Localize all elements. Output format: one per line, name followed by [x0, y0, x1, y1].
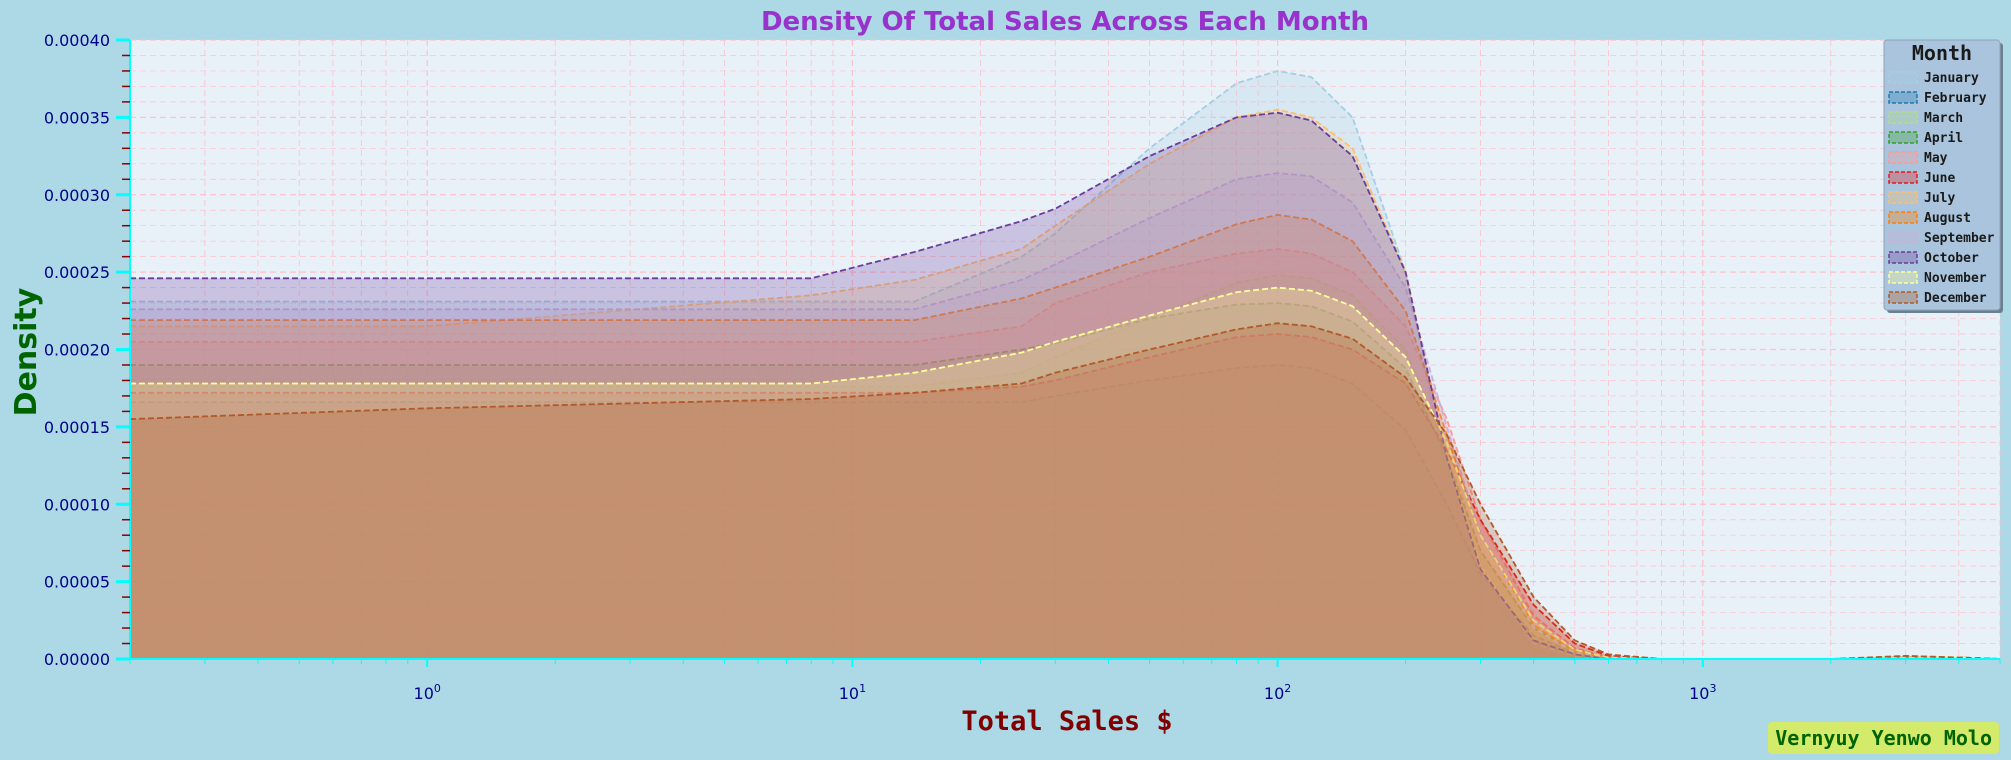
- density-line-november: [130, 286, 2000, 659]
- y-tick-label: 0.00000: [44, 650, 110, 669]
- y-tick-label: 0.00020: [44, 341, 110, 360]
- legend-label-july: July: [1924, 191, 1955, 206]
- legend-swatch-may: [1888, 151, 1918, 164]
- density-area-june: [130, 334, 2000, 659]
- density-area-april: [130, 303, 2000, 659]
- legend-label-february: February: [1924, 91, 1987, 106]
- y-tick-label: 0.00025: [44, 263, 110, 282]
- legend-swatch-december: [1888, 291, 1918, 304]
- density-area-august: [130, 214, 2000, 659]
- chart-title: Density Of Total Sales Across Each Month: [761, 7, 1369, 37]
- density-areas: [130, 70, 2000, 659]
- density-area-october: [130, 112, 2000, 659]
- x-tick-label: 102: [1264, 682, 1291, 703]
- density-line-february: [130, 364, 2000, 659]
- density-area-february: [130, 365, 2000, 659]
- x-tick-label: 101: [839, 682, 866, 703]
- legend-label-december: December: [1924, 291, 1987, 306]
- legend-label-october: October: [1924, 251, 1979, 266]
- density-line-june: [130, 333, 2000, 659]
- y-tick-label: 0.00035: [44, 108, 110, 127]
- density-line-september: [130, 172, 2000, 659]
- density-area-july: [130, 109, 2000, 659]
- axes: 0.00000 0.00005 0.00010 0.00015 0.00020 0.000…: [44, 31, 2001, 703]
- density-area-november: [130, 287, 2000, 659]
- density-line-april: [130, 302, 2000, 659]
- density-area-september: [130, 173, 2000, 659]
- legend-swatch-july: [1888, 191, 1918, 204]
- density-line-october: [130, 111, 2000, 659]
- legend-swatch-march: [1888, 111, 1918, 124]
- y-tick-label: 0.00015: [44, 418, 110, 437]
- legend-title: Month: [1912, 41, 1972, 65]
- legend-swatch-november: [1888, 271, 1918, 284]
- legend-label-september: September: [1924, 231, 1995, 246]
- density-line-may: [130, 247, 2000, 659]
- legend-label-november: November: [1924, 271, 1987, 286]
- y-tick-label: 0.00030: [44, 186, 110, 205]
- x-tick-label: 103: [1689, 682, 1716, 703]
- density-line-march: [130, 274, 2000, 659]
- legend-label-august: August: [1924, 211, 1971, 226]
- legend-swatch-april: [1888, 131, 1918, 144]
- grid: [129, 39, 2001, 660]
- legend-label-january: January: [1924, 71, 1979, 86]
- legend-swatch-october: [1888, 251, 1918, 264]
- density-area-december: [130, 323, 2000, 659]
- legend-swatch-june: [1888, 171, 1918, 184]
- y-tick-label: 0.00010: [44, 495, 110, 514]
- x-axis-label: Total Sales $: [961, 706, 1172, 737]
- x-tick-label: 100: [414, 682, 441, 703]
- legend-label-may: May: [1924, 151, 1948, 166]
- density-line-december: [130, 322, 2000, 659]
- legend-swatch-august: [1888, 211, 1918, 224]
- density-area-may: [130, 248, 2000, 659]
- legend-swatch-january: [1888, 71, 1918, 84]
- legend-swatch-february: [1888, 91, 1918, 104]
- y-tick-label: 0.00005: [44, 573, 110, 592]
- legend-swatch-september: [1888, 231, 1918, 244]
- y-axis-label: Density: [9, 287, 44, 416]
- legend-label-june: June: [1924, 171, 1955, 186]
- author-watermark: Vernyuy Yenwo Molo: [1768, 722, 1999, 754]
- density-line-august: [130, 213, 2000, 659]
- legend-label-march: March: [1924, 111, 1963, 126]
- density-area-march: [130, 275, 2000, 659]
- y-tick-label: 0.00040: [44, 31, 110, 50]
- legend-label-april: April: [1924, 131, 1963, 146]
- density-area-january: [130, 71, 2000, 659]
- legend: Month January February March April May June Jul…: [1883, 39, 2003, 313]
